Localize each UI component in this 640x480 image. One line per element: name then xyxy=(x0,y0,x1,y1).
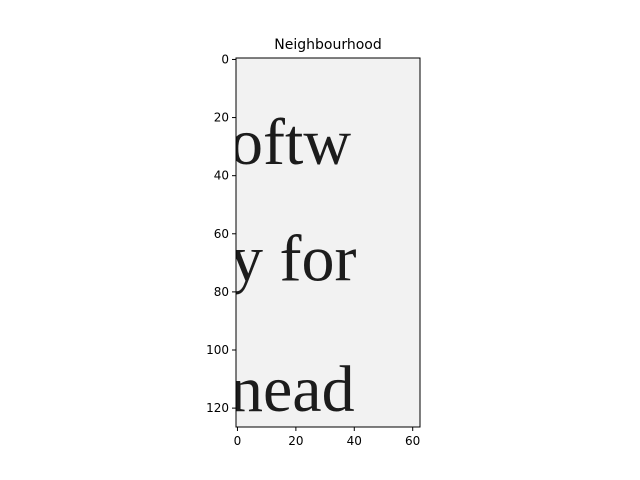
y-tick-label: 40 xyxy=(214,169,229,183)
y-tick-label: 60 xyxy=(214,227,229,241)
y-tick-label: 100 xyxy=(206,343,229,357)
y-axis: 0 20 40 60 80 100 120 xyxy=(206,52,236,415)
paper-background xyxy=(236,58,420,427)
y-tick-label: 80 xyxy=(214,285,229,299)
y-tick-label: 120 xyxy=(206,401,229,415)
x-tick-label: 0 xyxy=(234,434,242,448)
chart-title: Neighbourhood xyxy=(274,37,381,53)
y-tick-label: 20 xyxy=(214,111,229,125)
x-tick-label: 40 xyxy=(347,434,362,448)
y-tick-label: 0 xyxy=(221,52,229,66)
image-text-line: y for xyxy=(230,222,356,295)
image-layer: oftw y for nead xyxy=(230,58,420,427)
image-text-line: oftw xyxy=(230,106,351,179)
text-glyphs: oftw y for nead xyxy=(230,106,356,426)
axes-frame xyxy=(235,57,421,428)
x-tick-label: 60 xyxy=(405,434,420,448)
x-axis: 0 20 40 60 xyxy=(234,427,420,448)
x-tick-label: 20 xyxy=(288,434,303,448)
image-text-line: nead xyxy=(230,353,355,426)
